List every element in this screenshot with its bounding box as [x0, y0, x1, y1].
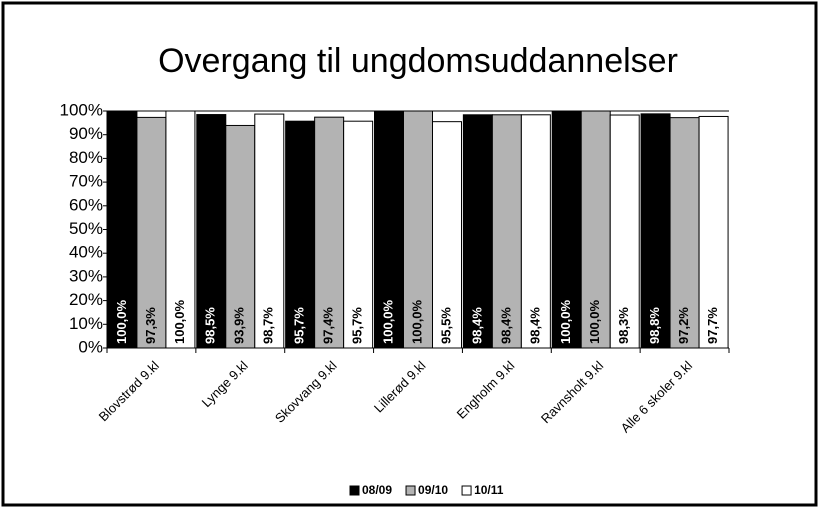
bar	[698, 115, 729, 349]
data-label: 98,8%	[647, 307, 662, 344]
data-label: 97,3%	[143, 307, 158, 344]
data-label: 100,0%	[409, 299, 424, 344]
data-label: 95,7%	[350, 307, 365, 344]
bar	[285, 120, 316, 349]
bar	[462, 114, 493, 349]
data-label: 98,5%	[203, 307, 218, 344]
y-tick-label: 0%	[78, 337, 103, 356]
bar	[580, 110, 611, 349]
data-label: 97,4%	[321, 307, 336, 344]
bar	[551, 110, 582, 349]
bar	[196, 114, 227, 349]
bar	[225, 124, 256, 349]
legend-label: 09/10	[418, 483, 448, 497]
data-label: 95,7%	[292, 307, 307, 344]
y-tick-label: 40%	[69, 243, 103, 262]
bar	[669, 117, 700, 349]
y-tick-label: 50%	[69, 219, 103, 238]
bar	[107, 110, 138, 349]
data-label: 100,0%	[587, 299, 602, 344]
bar	[520, 114, 551, 349]
data-label: 97,7%	[705, 307, 720, 344]
bar	[491, 114, 522, 349]
legend-label: 10/11	[474, 483, 504, 497]
data-label: 97,2%	[676, 307, 691, 344]
data-label: 100,0%	[172, 299, 187, 344]
bar	[374, 110, 404, 349]
legend-swatch	[461, 485, 472, 496]
data-label: 93,9%	[232, 307, 247, 344]
y-tick-label: 30%	[69, 266, 103, 285]
bar	[165, 110, 196, 349]
bar	[314, 116, 345, 349]
y-tick-label: 80%	[69, 148, 103, 167]
y-tick-label: 60%	[69, 195, 103, 214]
data-label: 100,0%	[558, 299, 573, 344]
bar	[136, 116, 167, 349]
y-tick-label: 20%	[69, 290, 103, 309]
y-tick-label: 100%	[60, 100, 103, 119]
data-label: 100,0%	[380, 299, 395, 344]
data-label: 100,0%	[114, 299, 129, 344]
legend-label: 08/09	[362, 483, 392, 497]
legend-swatch	[405, 485, 416, 496]
bar	[254, 113, 285, 349]
bar	[432, 121, 462, 349]
y-tick-label: 90%	[69, 124, 103, 143]
data-label: 95,5%	[438, 307, 453, 344]
data-label: 98,7%	[261, 307, 276, 344]
chart-title: Overgang til ungdomsuddannelser	[158, 42, 678, 80]
data-label: 98,4%	[527, 307, 542, 344]
y-tick-label: 10%	[69, 314, 103, 333]
data-label: 98,3%	[616, 307, 631, 344]
legend-swatch	[349, 485, 360, 496]
bar	[343, 120, 374, 349]
y-tick-label: 70%	[69, 172, 103, 191]
data-label: 98,4%	[498, 307, 513, 344]
bar	[609, 114, 640, 349]
bar	[403, 110, 433, 349]
data-label: 98,4%	[469, 307, 484, 344]
